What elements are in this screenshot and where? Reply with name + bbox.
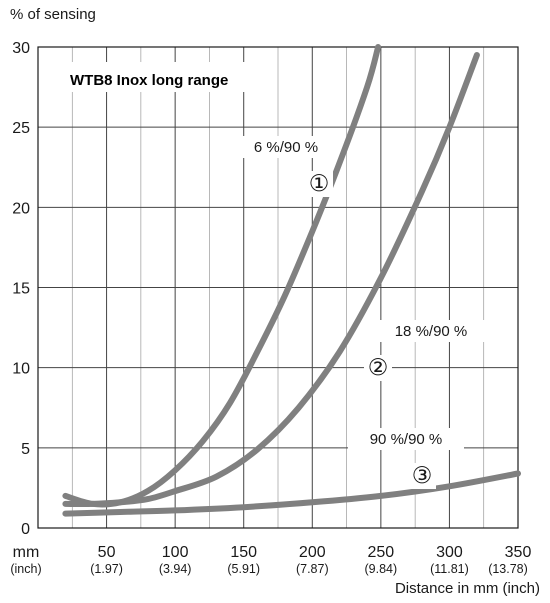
y-tick-label: 30 (12, 40, 30, 57)
plot-frame (37, 46, 519, 529)
curves (62, 44, 521, 517)
x-tick-sub-label: (9.84) (365, 562, 398, 576)
grid (38, 47, 518, 528)
series-label-background (238, 136, 334, 158)
series-label-1: 6 %/90 % (254, 139, 318, 156)
curve-annotations: 6 %/90 % ① 18 %/90 % ② 90 %/90 % ③ (238, 136, 486, 489)
series-label-2: 18 %/90 % (395, 323, 468, 340)
series-marker-2: ② (368, 355, 389, 381)
y-axis-label: % of sensing (10, 6, 96, 23)
y-tick-label: 15 (12, 281, 30, 298)
chart-title: WTB8 Inox long range (70, 72, 228, 89)
series-label-3: 90 %/90 % (370, 431, 443, 448)
series-line-2 (62, 52, 480, 508)
x-unit-sub-label: (inch) (10, 562, 41, 576)
x-tick-sub-label: (3.94) (159, 562, 192, 576)
x-tick-sub-label: (5.91) (227, 562, 260, 576)
series-marker-3: ③ (412, 463, 433, 489)
series-marker-background (408, 463, 436, 489)
x-tick-label: 50 (98, 544, 116, 561)
x-tick-sub-label: (1.97) (90, 562, 123, 576)
x-tick-label: 100 (162, 544, 189, 561)
x-tick-labels: mm(inch) 50(1.97) 100(3.94) 150(5.91) 200(7.… (10, 544, 531, 576)
x-tick-sub-label: (13.78) (488, 562, 528, 576)
x-tick-label: 250 (368, 544, 395, 561)
y-tick-label: 10 (12, 361, 30, 378)
x-tick-sub-label: (7.87) (296, 562, 329, 576)
y-tick-labels: 0 5 10 15 20 25 30 (12, 40, 30, 538)
x-tick-label: 150 (230, 544, 257, 561)
y-tick-label: 20 (12, 200, 30, 217)
y-tick-label: 0 (21, 521, 30, 538)
chart-title-background (62, 62, 272, 92)
x-tick-label: 300 (436, 544, 463, 561)
series-marker-background (305, 171, 333, 197)
x-tick-label: 350 (505, 544, 532, 561)
y-tick-label: 5 (21, 441, 30, 458)
series-line-3 (62, 470, 521, 517)
series-marker-1: ① (309, 171, 330, 197)
x-tick-sub-label: (11.81) (430, 562, 469, 576)
series-marker-background (364, 355, 392, 381)
series-line-1 (62, 44, 382, 508)
series-label-background (376, 320, 486, 342)
series-label-background (348, 428, 464, 450)
y-tick-label: 25 (12, 120, 30, 137)
x-tick-label: 200 (299, 544, 326, 561)
x-axis-label: Distance in mm (inch) (394, 580, 540, 597)
x-unit-label: mm (13, 544, 40, 561)
